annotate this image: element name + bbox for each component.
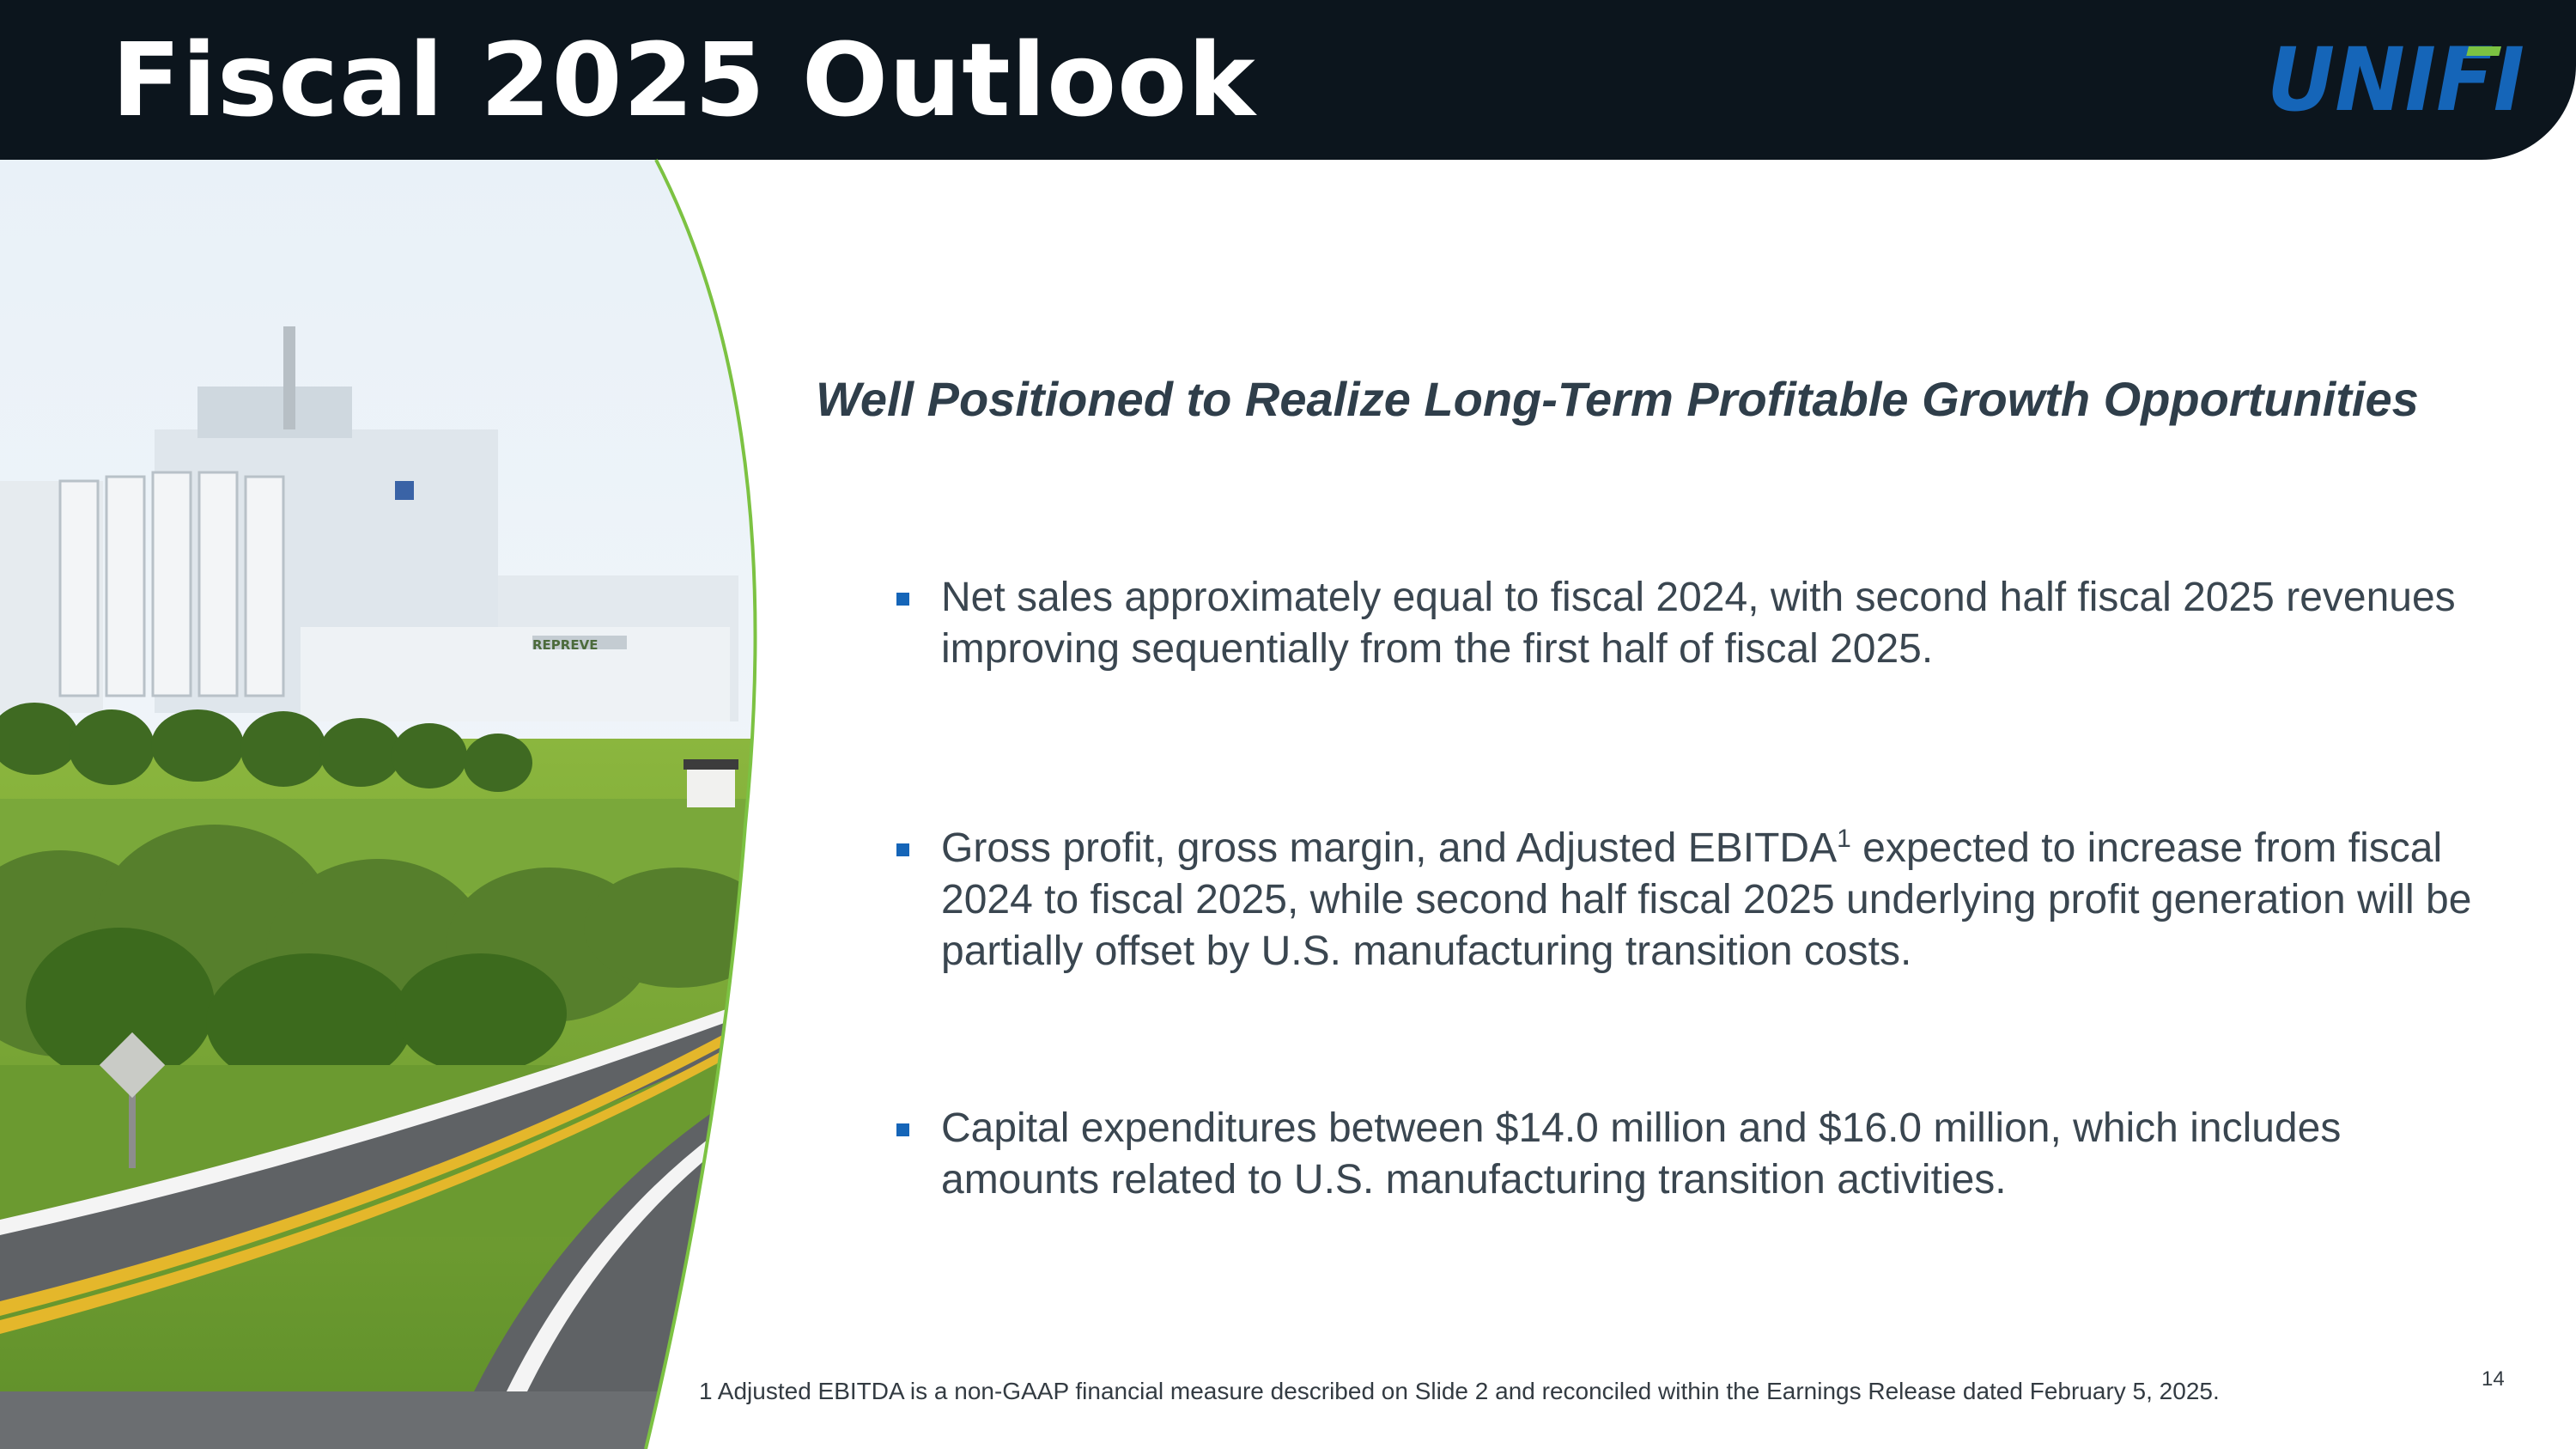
unifi-logo: UNIFI	[2267, 36, 2524, 122]
green-accent-curve	[644, 159, 757, 1449]
bullet-capex: Capital expenditures between $14.0 milli…	[893, 1103, 2507, 1206]
bullet-gross-profit: Gross profit, gross margin, and Adjusted…	[893, 823, 2507, 977]
bullet-square-icon	[896, 593, 909, 606]
bullet-text-before: Gross profit, gross margin, and Adjusted…	[941, 825, 1838, 871]
page-number: 14	[2482, 1367, 2505, 1391]
footnote-marker: 1	[1837, 825, 1851, 853]
outlook-bullet-list: Net sales approximately equal to fiscal …	[893, 572, 2507, 1206]
bullet-square-icon	[896, 843, 909, 856]
bullet-text: Capital expenditures between $14.0 milli…	[941, 1105, 2342, 1202]
bullet-net-sales: Net sales approximately equal to fiscal …	[893, 572, 2507, 675]
bullet-square-icon	[896, 1123, 909, 1136]
footnote: 1 Adjusted EBITDA is a non-GAAP financia…	[699, 1378, 2220, 1404]
slide-subtitle: Well Positioned to Realize Long-Term Pro…	[816, 372, 2419, 426]
logo-accent	[2466, 46, 2502, 56]
bullet-text-after: expected to increase from fiscal 2024 to…	[941, 825, 2472, 974]
slide-title: Fiscal 2025 Outlook	[112, 21, 1256, 139]
bullet-text: Net sales approximately equal to fiscal …	[941, 575, 2456, 672]
header-bar: Fiscal 2025 Outlook UNIFI	[0, 0, 2576, 160]
plant-sign: REPREVE	[532, 637, 598, 653]
